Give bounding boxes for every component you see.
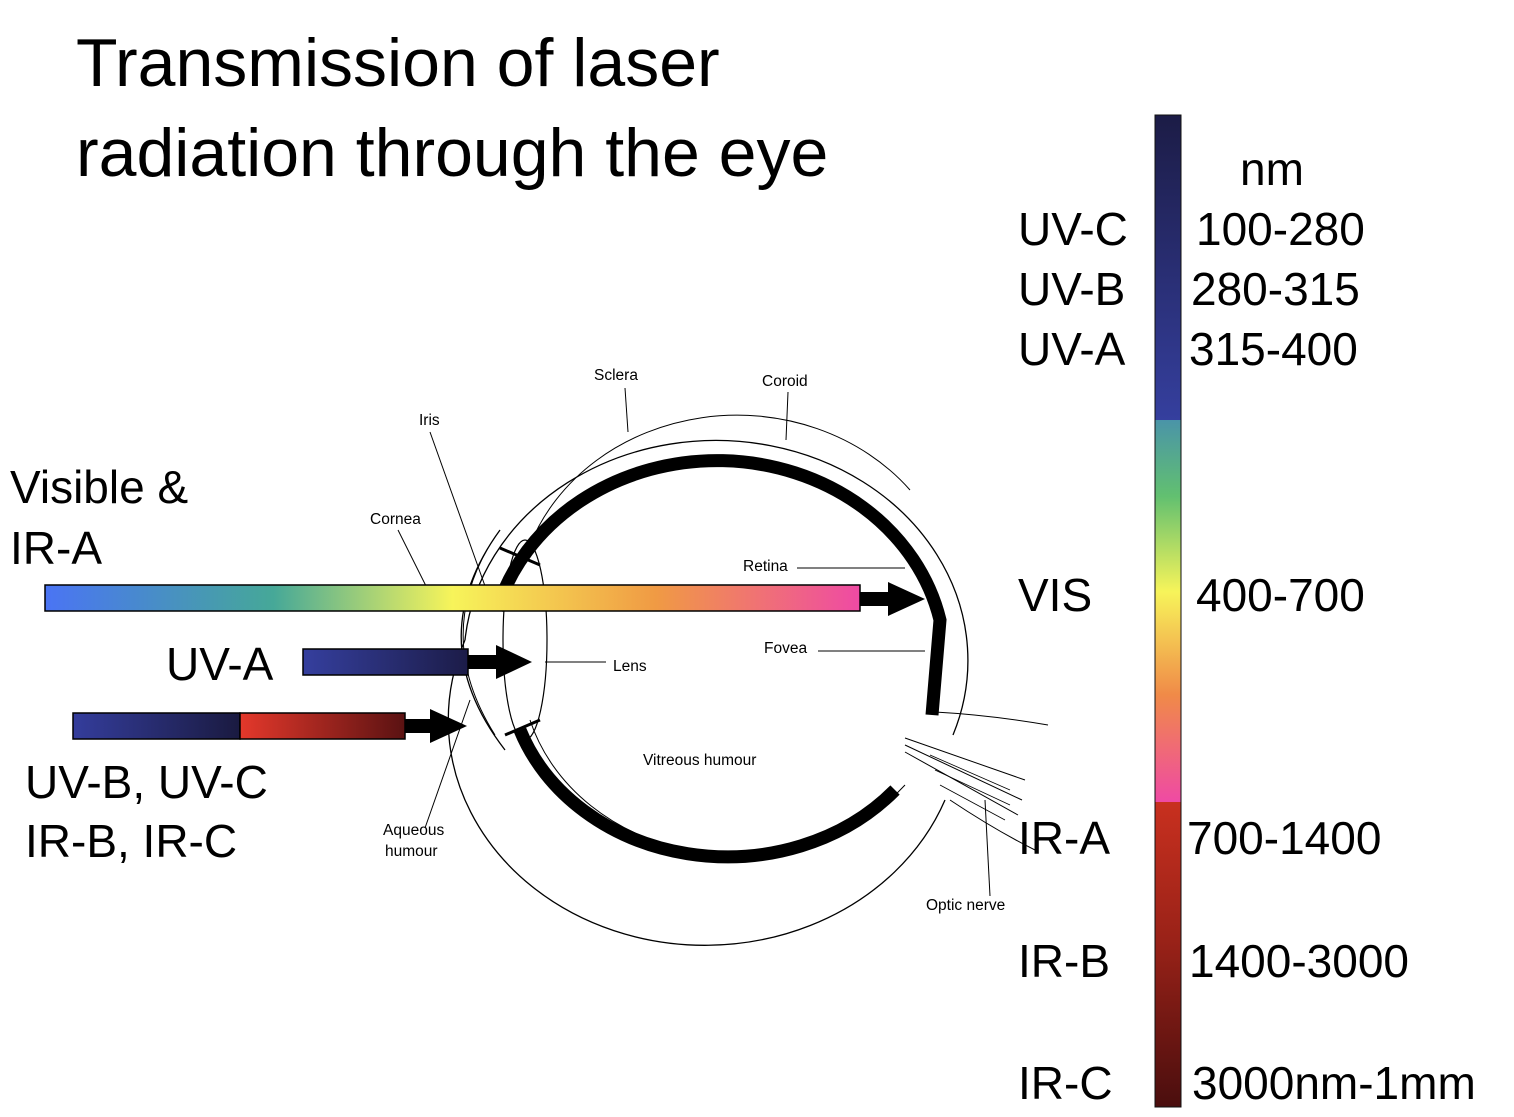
lens-shape — [502, 539, 548, 741]
band-range-vis: 400-700 — [1196, 569, 1365, 621]
visible-ira-arrow-shaft — [860, 592, 890, 606]
band-name-uvc: UV-C — [1018, 203, 1128, 255]
page-title: Transmission of laser radiation through … — [76, 18, 828, 198]
band-name-irb: IR-B — [1018, 935, 1110, 987]
spectrum-unit: nm — [1240, 143, 1304, 195]
visible-ira-arrow-head — [888, 582, 925, 616]
coroid-band — [490, 454, 947, 716]
band-range-ira: 700-1400 — [1187, 812, 1382, 864]
band-name-irc: IR-C — [1018, 1057, 1113, 1109]
coroid-band-lower — [513, 727, 900, 864]
label-aqueous-1: Aqueous — [383, 822, 445, 839]
sclera-outline — [464, 439, 969, 736]
band-range-irc: 3000nm-1mm — [1192, 1057, 1476, 1109]
band-name-uva: UV-A — [1018, 323, 1126, 375]
irb-irc-beam — [239, 712, 406, 740]
spectrum-uv-segment — [1155, 115, 1181, 420]
band-range-uva: 315-400 — [1189, 323, 1358, 375]
label-sclera: Sclera — [594, 367, 638, 384]
label-optic-nerve: Optic nerve — [926, 897, 1006, 914]
uva-arrow-shaft — [468, 655, 498, 669]
optic-nerve-shape — [904, 711, 1049, 851]
uva-arrow-head — [496, 645, 532, 679]
band-name-vis: VIS — [1018, 569, 1093, 621]
title-line-2: radiation through the eye — [76, 115, 829, 191]
spectrum-vis-segment — [1155, 420, 1181, 802]
cornea-curve — [460, 529, 506, 751]
uva-beam — [302, 648, 469, 676]
label-visible-ira-1: Visible & — [10, 461, 189, 513]
uvb-arrow-head — [430, 709, 467, 743]
label-visible-ira-2: IR-A — [10, 522, 102, 574]
band-range-uvb: 280-315 — [1191, 263, 1360, 315]
beam-visible-ira — [44, 582, 925, 616]
label-irb-irc: IR-B, IR-C — [25, 815, 238, 867]
spectrum-bar — [1154, 114, 1182, 1108]
eyeball-drawing — [397, 387, 1049, 946]
label-vitreous: Vitreous humour — [643, 752, 757, 769]
label-retina: Retina — [743, 558, 788, 575]
label-cornea: Cornea — [370, 511, 421, 528]
band-range-uvc: 100-280 — [1196, 203, 1365, 255]
beam-uvb-irb — [72, 709, 467, 743]
sclera-outline-lower — [447, 639, 946, 946]
beam-uva — [302, 645, 532, 679]
band-name-ira: IR-A — [1018, 812, 1110, 864]
label-iris: Iris — [419, 412, 440, 429]
label-coroid: Coroid — [762, 373, 808, 390]
visible-ira-beam — [44, 584, 861, 612]
label-fovea: Fovea — [764, 640, 808, 657]
label-lens: Lens — [613, 658, 647, 675]
spectrum-ir-segment — [1155, 802, 1181, 1107]
band-name-uvb: UV-B — [1018, 263, 1126, 315]
uvb-arrow-shaft — [405, 719, 433, 733]
title-line-1: Transmission of laser — [76, 25, 720, 101]
band-range-irb: 1400-3000 — [1189, 935, 1409, 987]
uvb-uvc-beam — [72, 712, 241, 740]
label-uva-beam: UV-A — [166, 638, 274, 690]
label-uvb-uvc: UV-B, UV-C — [25, 756, 268, 808]
label-aqueous-2: humour — [385, 843, 438, 860]
